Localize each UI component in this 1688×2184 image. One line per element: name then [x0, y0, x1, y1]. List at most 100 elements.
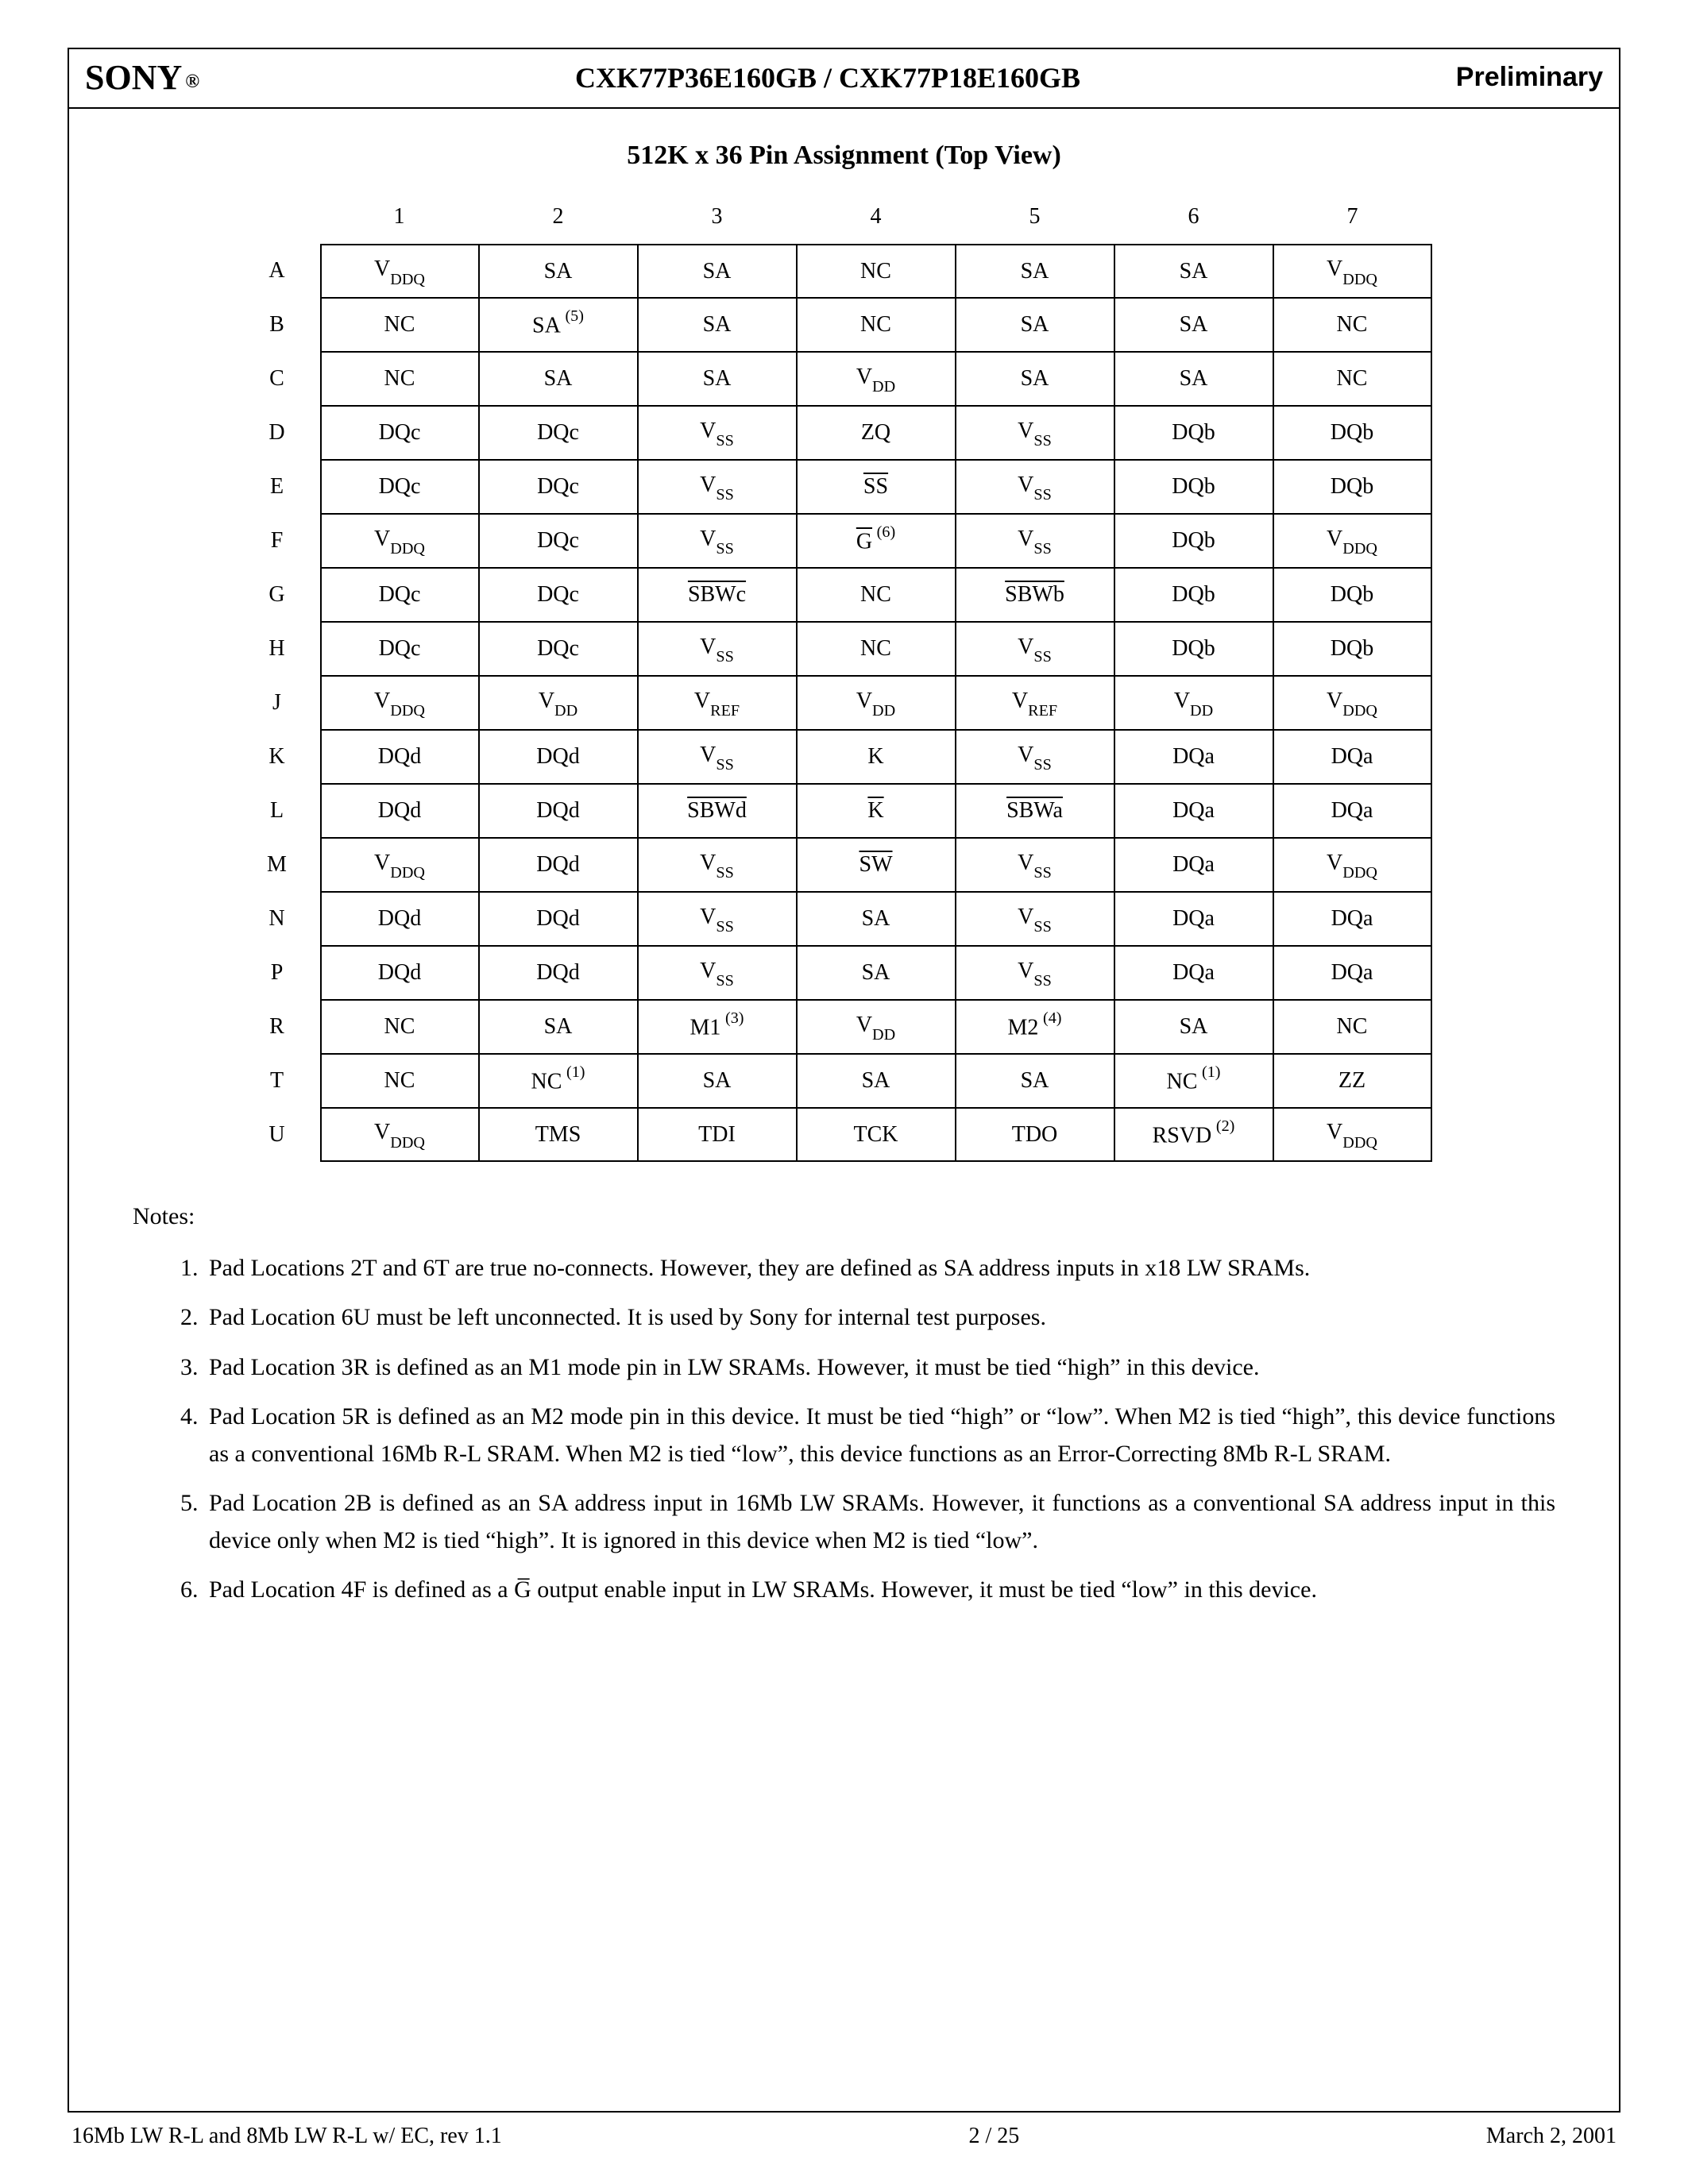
pin-cell: NC (1) [479, 1054, 638, 1108]
pin-assignment-table: 1234567AVDDQSASANCSASAVDDQBNCSA (5)SANCS… [257, 199, 1432, 1162]
pin-cell: VSS [956, 514, 1114, 568]
pin-cell: SA (5) [479, 298, 638, 352]
row-header: P [257, 946, 320, 1000]
pin-cell: DQb [1114, 514, 1273, 568]
pin-cell: DQc [479, 622, 638, 676]
pin-cell: DQd [479, 784, 638, 838]
pin-cell: DQd [320, 946, 479, 1000]
pin-cell: VSS [638, 946, 797, 1000]
pin-cell: VSS [638, 460, 797, 514]
row-header: F [257, 514, 320, 568]
pin-cell: VSS [956, 460, 1114, 514]
pin-cell: NC [1273, 298, 1432, 352]
row-header: R [257, 1000, 320, 1054]
pin-cell: SBWa [956, 784, 1114, 838]
table-corner [257, 199, 320, 244]
pin-cell: SA [638, 1054, 797, 1108]
pin-cell: VSS [638, 892, 797, 946]
pin-cell: DQc [479, 460, 638, 514]
row-header: U [257, 1108, 320, 1162]
pin-cell: DQa [1114, 730, 1273, 784]
pin-cell: VSS [638, 406, 797, 460]
pin-cell: NC [797, 298, 956, 352]
pin-cell: RSVD (2) [1114, 1108, 1273, 1162]
pin-cell: VREF [638, 676, 797, 730]
pin-cell: VSS [638, 622, 797, 676]
pin-cell: DQa [1273, 892, 1432, 946]
pin-cell: SA [1114, 244, 1273, 298]
pin-cell: DQb [1273, 622, 1432, 676]
pin-cell: VSS [956, 892, 1114, 946]
pin-cell: SW [797, 838, 956, 892]
pin-cell: DQb [1273, 460, 1432, 514]
pin-cell: TCK [797, 1108, 956, 1162]
pin-cell: NC [320, 1000, 479, 1054]
pin-cell: M2 (4) [956, 1000, 1114, 1054]
pin-cell: VDDQ [320, 676, 479, 730]
row-header: A [257, 244, 320, 298]
pin-cell: DQb [1273, 568, 1432, 622]
pin-cell: SA [638, 244, 797, 298]
note-item: Pad Location 4F is defined as a G̅ outpu… [204, 1572, 1555, 1609]
pin-cell: VSS [956, 730, 1114, 784]
pin-cell: TDO [956, 1108, 1114, 1162]
pin-cell: DQc [479, 568, 638, 622]
pin-cell: DQa [1114, 946, 1273, 1000]
note-item: Pad Location 6U must be left unconnected… [204, 1299, 1555, 1337]
pin-cell: DQa [1114, 892, 1273, 946]
pin-cell: DQd [479, 730, 638, 784]
pin-cell: SS [797, 460, 956, 514]
pin-cell: SA [956, 352, 1114, 406]
pin-cell: SBWc [638, 568, 797, 622]
pin-cell: SA [797, 892, 956, 946]
pin-cell: VDDQ [320, 244, 479, 298]
footer-right: March 2, 2001 [1486, 2124, 1617, 2149]
pin-cell: ZZ [1273, 1054, 1432, 1108]
page-header: SONY ® CXK77P36E160GB / CXK77P18E160GB P… [69, 49, 1619, 109]
pin-cell: VSS [638, 838, 797, 892]
pin-cell: G (6) [797, 514, 956, 568]
col-header: 2 [479, 199, 638, 244]
pin-cell: DQc [320, 406, 479, 460]
pin-cell: DQb [1114, 406, 1273, 460]
pin-cell: K [797, 784, 956, 838]
row-header: L [257, 784, 320, 838]
pin-cell: SA [956, 244, 1114, 298]
pin-cell: SBWb [956, 568, 1114, 622]
row-header: N [257, 892, 320, 946]
page-content: 512K x 36 Pin Assignment (Top View) 1234… [69, 109, 1619, 1609]
pin-cell: NC [320, 298, 479, 352]
col-header: 7 [1273, 199, 1432, 244]
pin-cell: NC [320, 352, 479, 406]
pin-cell: VDD [797, 1000, 956, 1054]
notes-heading: Notes: [133, 1198, 1555, 1236]
row-header: H [257, 622, 320, 676]
pin-cell: SBWd [638, 784, 797, 838]
pin-cell: VDDQ [1273, 676, 1432, 730]
row-header: J [257, 676, 320, 730]
row-header: K [257, 730, 320, 784]
row-header: B [257, 298, 320, 352]
pin-cell: SA [479, 1000, 638, 1054]
col-header: 4 [797, 199, 956, 244]
page-frame: SONY ® CXK77P36E160GB / CXK77P18E160GB P… [68, 48, 1620, 2113]
pin-cell: NC (1) [1114, 1054, 1273, 1108]
pin-cell: SA [797, 1054, 956, 1108]
pin-cell: SA [797, 946, 956, 1000]
pin-cell: VDDQ [1273, 1108, 1432, 1162]
col-header: 5 [956, 199, 1114, 244]
pin-cell: DQa [1273, 946, 1432, 1000]
status-label: Preliminary [1456, 62, 1603, 93]
brand-text: SONY [85, 57, 182, 98]
part-number: CXK77P36E160GB / CXK77P18E160GB [575, 61, 1080, 95]
pin-cell: VSS [956, 838, 1114, 892]
pin-cell: DQc [320, 460, 479, 514]
page-title: 512K x 36 Pin Assignment (Top View) [133, 141, 1555, 171]
pin-cell: NC [797, 568, 956, 622]
footer-left: 16Mb LW R-L and 8Mb LW R-L w/ EC, rev 1.… [71, 2124, 502, 2149]
pin-cell: VSS [956, 622, 1114, 676]
notes-section: Notes: Pad Locations 2T and 6T are true … [133, 1198, 1555, 1609]
pin-cell: DQd [479, 838, 638, 892]
row-header: T [257, 1054, 320, 1108]
pin-cell: DQa [1273, 784, 1432, 838]
